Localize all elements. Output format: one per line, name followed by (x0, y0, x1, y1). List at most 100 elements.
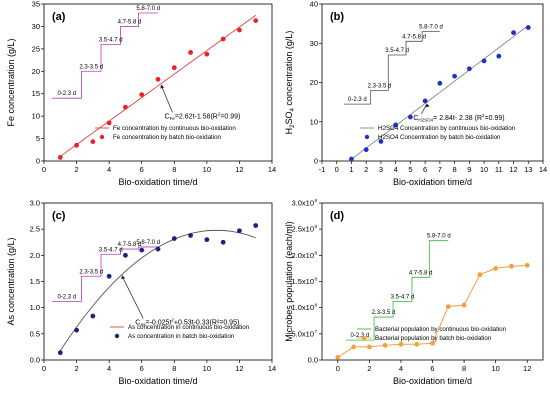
data-point (430, 340, 435, 346)
plot-frame (43, 3, 273, 162)
y-tick-label: 2.0 (30, 251, 40, 260)
data-point (378, 138, 384, 144)
x-tick-label: 6 (423, 165, 427, 174)
x-tick-label: 10 (491, 364, 499, 373)
y-axis-label: Microbes population (each/ml) (284, 221, 294, 342)
data-point (445, 304, 451, 310)
x-tick-label: 4 (107, 165, 111, 174)
x-tick-label: 5 (408, 165, 412, 174)
equation-pointer-head (160, 84, 165, 89)
legend-dot-swatch (99, 134, 105, 140)
data-point (106, 120, 112, 126)
y-tick-exponent: 8 (315, 277, 318, 282)
legend-entry-continuous: H2SO4 Concentration by continuous bio-ox… (378, 125, 516, 132)
x-tick-label: 2 (364, 165, 368, 174)
chart-panel-2: -1 0 1 2 3 4 5 6 7 8 9 10 11 12 13 14010203040Bio-oxida… (284, 0, 547, 187)
data-point (139, 92, 145, 98)
stage-label: 5.8-7.0 d (136, 6, 160, 12)
chart-panel-3: 0 2 4 6 8 10 12 14 0.0 0.5 1.0 1.5 2.0 2.5 3.0 Bio-oxid… (6, 199, 276, 387)
data-point (253, 223, 259, 228)
data-point (481, 58, 487, 64)
legend-dot-swatch (114, 333, 120, 339)
data-point (204, 237, 210, 243)
y-tick-label: 0.0 (30, 356, 40, 365)
data-point (57, 155, 63, 160)
stage-label: 4.7-5.8 d (118, 19, 142, 25)
x-tick-label: 4 (399, 364, 403, 373)
data-point (437, 80, 443, 86)
x-tick-label: 0 (42, 165, 46, 174)
data-point (351, 344, 356, 350)
legend: Fe concentration by continuous bio-oxida… (95, 125, 236, 141)
y-tick-label: 1.0x10 (291, 303, 314, 312)
stage-label: 4.7-5.8 d (402, 34, 426, 40)
x-tick-label: 2 (74, 364, 78, 373)
stage-label: 0-2.3 d (351, 333, 370, 339)
data-point (496, 53, 502, 59)
x-tick-label: 12 (509, 165, 517, 174)
x-axis-label: Bio-oxidation time/d (118, 376, 197, 386)
y-tick-label: 30 (32, 22, 40, 31)
x-tick-label: 10 (480, 165, 488, 174)
equation-pointer-head (121, 275, 126, 280)
equation-pointer-head (425, 103, 430, 108)
y-tick-label: 1.5 (30, 277, 40, 286)
x-tick-label: 8 (172, 364, 176, 373)
y-tick-exponent: 8 (315, 224, 318, 229)
x-tick-label: 14 (268, 364, 276, 373)
y-tick-exponent: 8 (315, 198, 318, 203)
chart-panel-1: 0 2 4 6 8 10 12 14 0 5 10 15 20 25 30 35 Bio-oxidation t… (6, 0, 276, 187)
data-point (493, 266, 499, 271)
stage-step-line (345, 240, 449, 341)
stage-label: 2.3-3.5 d (368, 83, 392, 89)
y-tick-exponent: 8 (315, 250, 318, 255)
legend-entry-batch: As concentration in batch bio-oxidation (128, 333, 235, 340)
x-axis-label: Bio-oxidation time/d (393, 376, 472, 386)
y-tick-label: 2.5 (30, 225, 40, 234)
legend: H2SO4 Concentration by continuous bio-ox… (360, 125, 516, 141)
chart-panel-4: 0 2 4 6 8 10 120.05.0x10 71.0x10 81.5x10 82.0x10 8… (284, 198, 544, 386)
y-tick-label: 3.0x10 (291, 199, 314, 208)
x-tick-label: 2 (367, 364, 371, 373)
y-axis-label: H2SO4 concentration (g/L) (284, 31, 296, 135)
y-tick-label: 3.0 (30, 199, 40, 208)
data-point (253, 18, 259, 23)
panel-label: (a) (52, 11, 66, 23)
x-tick-label: 0 (336, 364, 340, 373)
y-tick-label: 5.0x10 (291, 329, 314, 338)
x-tick-label: 8 (172, 165, 176, 174)
legend-entry-continuous: Fe concentration by continuous bio-oxida… (113, 125, 236, 132)
data-point (408, 114, 413, 120)
x-tick-label: 2 (74, 165, 78, 174)
equation-pointer (121, 276, 144, 319)
data-point (452, 73, 457, 79)
data-point (414, 341, 420, 347)
x-tick-label: 0 (335, 165, 339, 174)
data-point (525, 25, 531, 30)
x-tick-label: 1 (349, 165, 353, 174)
y-tick-label: 2.5x10 (291, 225, 314, 234)
data-point (220, 36, 226, 42)
x-tick-label: 8 (462, 364, 466, 373)
x-tick-label: 7 (438, 165, 442, 174)
legend-dot-swatch (361, 335, 367, 341)
y-tick-label: 20 (310, 78, 318, 87)
data-point (220, 239, 226, 245)
x-axis-label: Bio-oxidation time/d (118, 177, 197, 187)
y-tick-label: 10 (32, 112, 40, 121)
stage-label: 3.5-4.7 d (99, 37, 123, 43)
y-tick-label: 20 (32, 67, 40, 76)
fit-equation: CAs=-0.025t2+0.53t-0.33(R²=0.95) (135, 317, 239, 327)
data-point (466, 66, 472, 72)
legend-dot-swatch (364, 134, 370, 140)
x-tick-label: 10 (203, 364, 211, 373)
data-point (393, 122, 399, 128)
y-tick-exponent: 8 (315, 303, 318, 308)
stage-label: 2.3-3.5 d (79, 64, 103, 70)
y-tick-label: 1.5x10 (291, 277, 314, 286)
stage-label: 4.7-5.8 d (409, 270, 433, 276)
data-point (204, 51, 210, 57)
legend: Bacterial population by continuous bio-o… (357, 326, 507, 342)
stage-label: 4.7-5.8 d (118, 242, 142, 248)
stage-label: 5.8-7.0 d (136, 240, 160, 246)
